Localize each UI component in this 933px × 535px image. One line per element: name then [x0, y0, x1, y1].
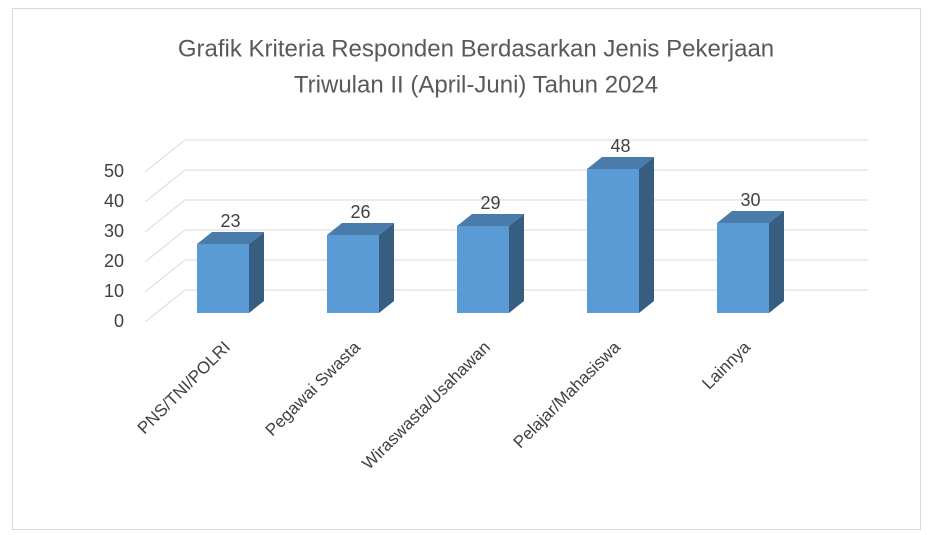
y-tick-label: 40 [104, 191, 124, 211]
grid-line [144, 139, 868, 173]
y-tick-label: 0 [114, 311, 124, 331]
bar [717, 223, 769, 313]
bar-side [639, 157, 654, 313]
bar-top [717, 211, 784, 223]
bar-side [249, 232, 264, 313]
value-label: 48 [610, 136, 630, 156]
bar-side [509, 214, 524, 313]
bar-top [587, 157, 654, 169]
value-label: 26 [350, 202, 370, 222]
value-label: 30 [740, 190, 760, 210]
y-tick-label: 50 [104, 161, 124, 181]
bar-side [769, 211, 784, 313]
bar [457, 226, 509, 313]
bar [587, 169, 639, 313]
bar [327, 235, 379, 313]
bar-top [457, 214, 524, 226]
y-tick-label: 20 [104, 251, 124, 271]
bar-top [197, 232, 264, 244]
chart-title: Grafik Kriteria Responden Berdasarkan Je… [178, 35, 774, 62]
value-label: 29 [480, 193, 500, 213]
bar-side [379, 223, 394, 313]
value-label: 23 [220, 211, 240, 231]
bar [197, 244, 249, 313]
chart-title: Triwulan II (April-Juni) Tahun 2024 [294, 71, 658, 98]
y-tick-label: 10 [104, 281, 124, 301]
bar-top [327, 223, 394, 235]
y-tick-label: 30 [104, 221, 124, 241]
